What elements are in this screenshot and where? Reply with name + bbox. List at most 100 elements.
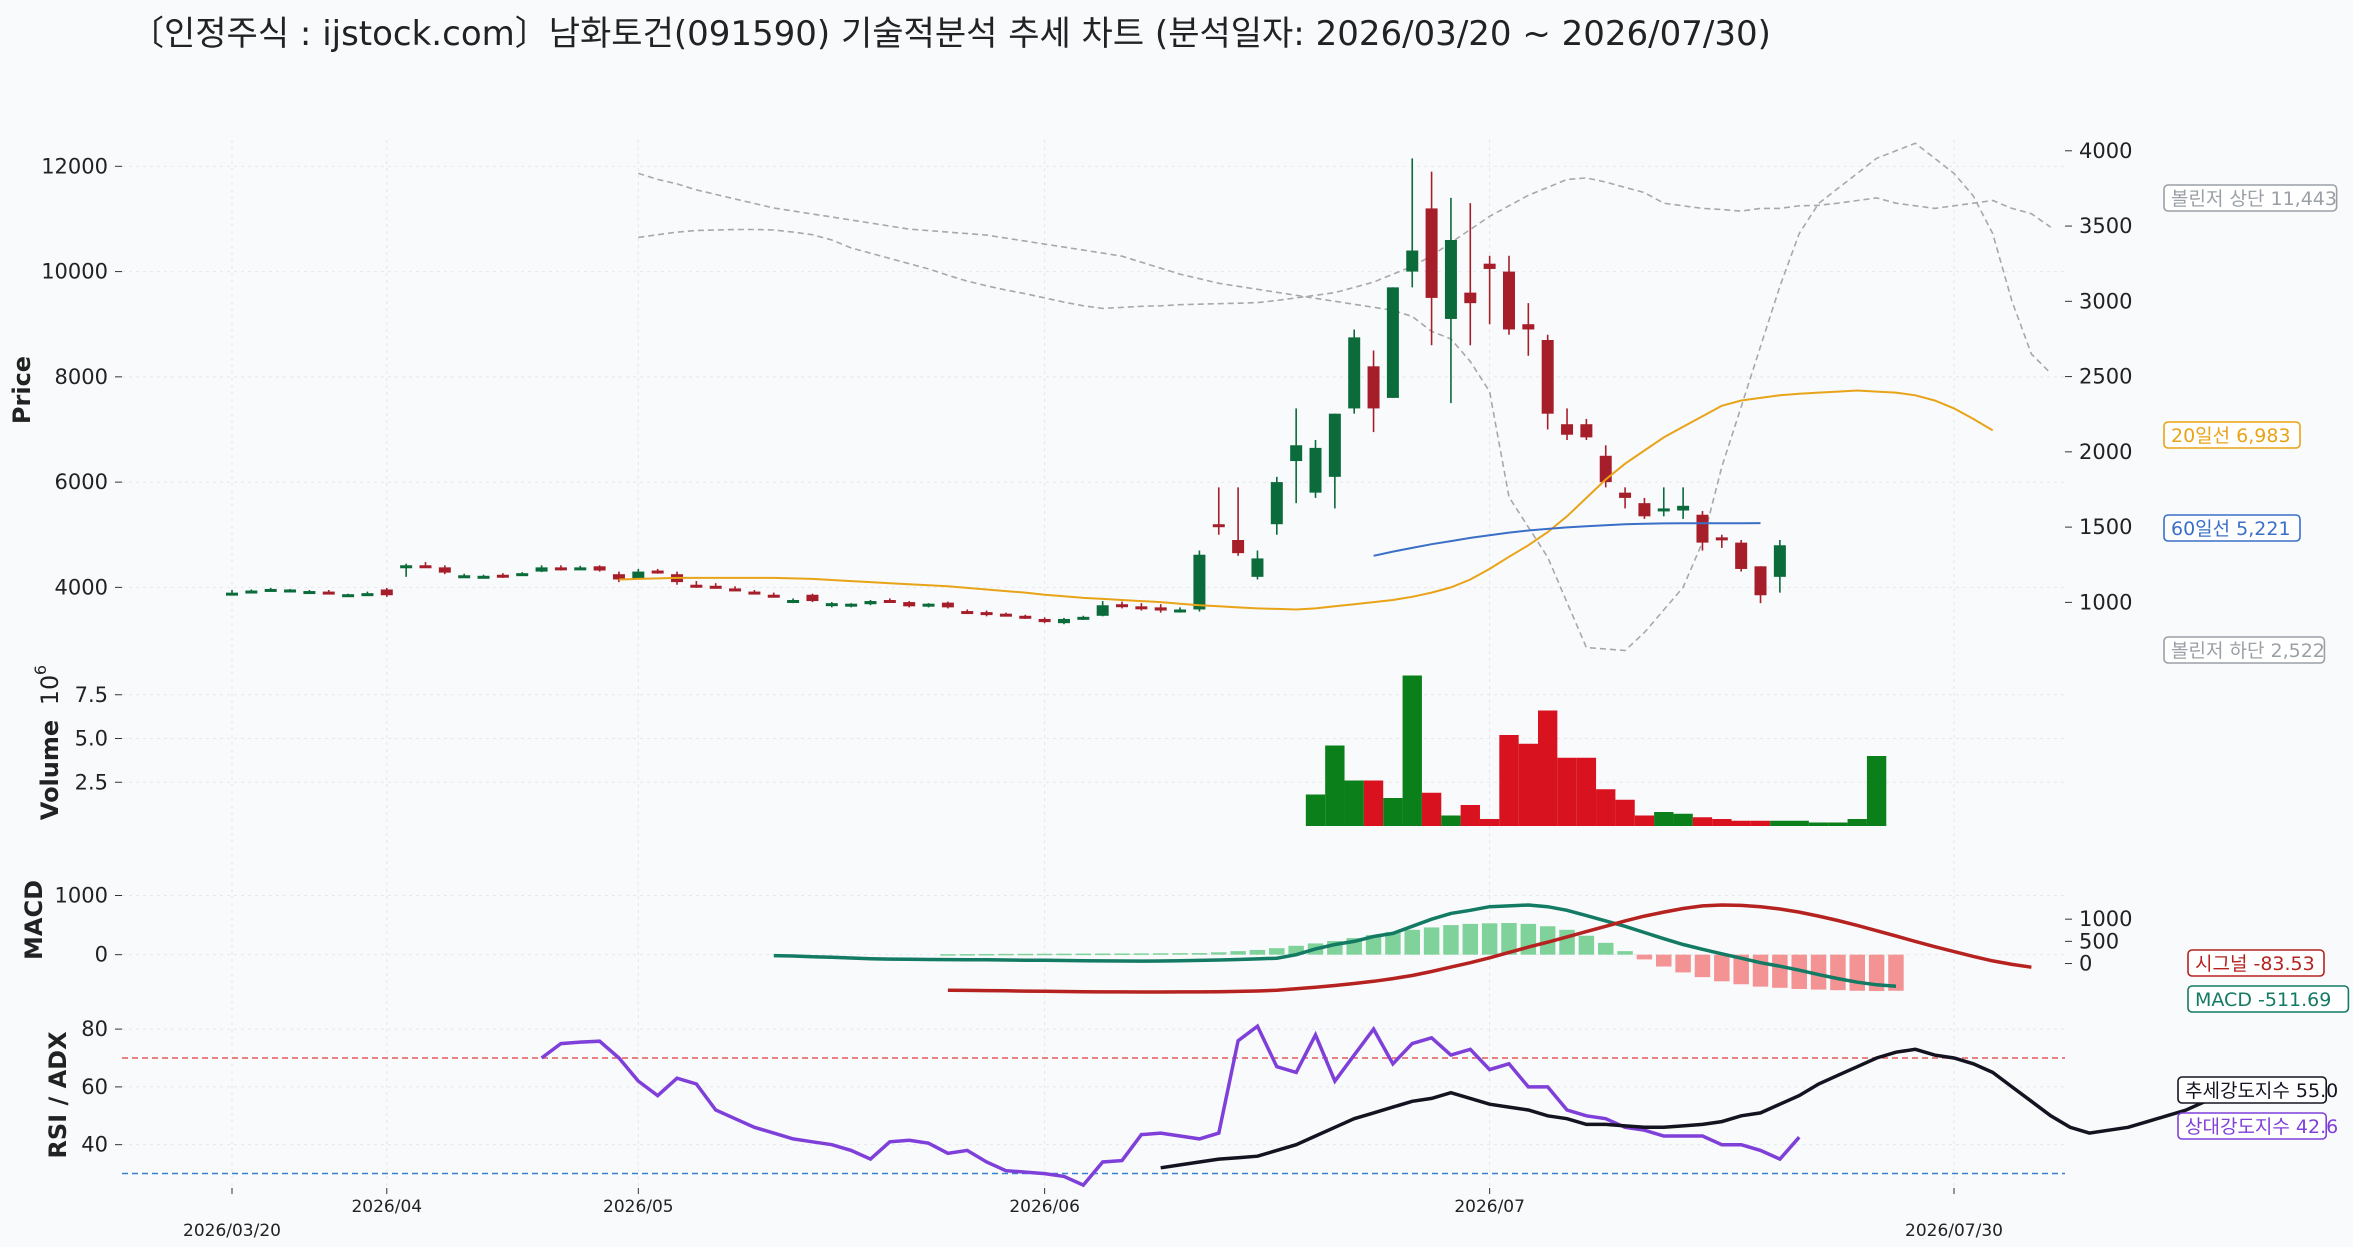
macd-histogram-bar xyxy=(1578,935,1595,955)
macd-histogram-bar xyxy=(1172,953,1188,955)
ma20-line xyxy=(618,389,1994,611)
candle-body xyxy=(1754,566,1767,596)
candle-body xyxy=(1502,271,1515,330)
candle-body xyxy=(496,574,509,578)
candle-body xyxy=(1251,558,1264,577)
candle-body xyxy=(419,565,432,569)
candle-body xyxy=(1290,445,1303,462)
ma60-line xyxy=(1373,522,1761,557)
candle-body xyxy=(1116,604,1129,608)
macd-tick-label: 1000 xyxy=(55,884,108,908)
macd-label: MACD -511.69 xyxy=(2195,989,2331,1011)
volume-bar xyxy=(1596,789,1616,826)
candle-body xyxy=(1270,482,1283,525)
price-tick-label: 10000 xyxy=(41,260,108,284)
candle-body xyxy=(903,602,916,607)
volume-exponent-base: 10 xyxy=(36,675,64,706)
volume-tick-label: 2.5 xyxy=(75,770,108,794)
candle-body xyxy=(632,571,645,580)
candle-body xyxy=(380,589,393,596)
candle-body xyxy=(1174,609,1187,613)
volume-bar xyxy=(1750,820,1771,826)
candle-body xyxy=(1444,240,1457,319)
rsi-tick-label: 80 xyxy=(81,1017,108,1041)
macd-histogram-bar xyxy=(1249,949,1266,955)
candle-body xyxy=(651,570,664,574)
candle-body xyxy=(400,565,413,569)
candle-body xyxy=(883,600,896,603)
volume-bar xyxy=(1383,798,1403,826)
candle-body xyxy=(554,567,567,571)
macd-label-box xyxy=(2187,985,2350,1013)
macd-histogram-bar xyxy=(1849,954,1865,991)
candle-body xyxy=(1328,413,1341,477)
macd-histogram-bar xyxy=(1133,953,1150,955)
chart-title: 〔인정주식 : ijstock.com〕남화토건(091590) 기술적분석 추… xyxy=(130,14,1771,54)
signal-line xyxy=(947,903,2032,994)
volume-bar xyxy=(1692,817,1713,826)
candle-body xyxy=(322,591,335,595)
rsi-line xyxy=(540,1023,1801,1188)
x-tick-label: 2026/07/30 xyxy=(1905,1221,2003,1241)
macd-histogram-bar xyxy=(1288,945,1304,955)
bollinger-upper-label-box xyxy=(2163,184,2338,212)
candle-body xyxy=(1619,492,1632,498)
x-tick-label: 2026/05 xyxy=(603,1197,674,1217)
macd-right-tick-label: 500 xyxy=(2079,929,2119,953)
volume-exponent: 6 xyxy=(31,665,50,675)
bollinger-upper-label: 볼린저 상단 11,443 xyxy=(2171,188,2337,210)
candle-body xyxy=(612,574,625,580)
candle-body xyxy=(1425,208,1438,298)
volume-bars xyxy=(1305,675,1887,826)
rsi-label-box xyxy=(2177,1112,2327,1140)
candle-body xyxy=(922,603,935,607)
candle-body xyxy=(1348,337,1361,409)
rsi-tick-label: 60 xyxy=(81,1075,108,1099)
macd-histogram-bar xyxy=(1114,953,1130,955)
bollinger-lower-label-box xyxy=(2163,636,2326,664)
candle-body xyxy=(1715,537,1728,541)
macd-histogram-bar xyxy=(1810,954,1827,990)
ma20-label: 20일선 6,983 xyxy=(2171,425,2291,447)
candle-body xyxy=(1773,545,1786,577)
volume-axis-label: Volume xyxy=(36,720,64,820)
candle-body xyxy=(1077,616,1090,620)
volume-bar xyxy=(1421,792,1442,826)
candle-body xyxy=(1580,424,1593,438)
price-tick-label: 6000 xyxy=(55,470,108,494)
bollinger-lower-line xyxy=(638,142,2052,652)
candlesticks xyxy=(226,158,1786,625)
macd-histogram-bar xyxy=(1636,954,1653,960)
rsi-tick-label: 40 xyxy=(81,1133,108,1157)
right-tick-label: 1500 xyxy=(2079,515,2132,539)
axes: 4000600080001000012000100015002000250030… xyxy=(8,139,2132,1241)
macd-histogram-bar xyxy=(1733,954,1749,985)
ma20-label-box xyxy=(2163,421,2301,449)
right-tick-label: 1000 xyxy=(2079,590,2132,614)
candle-body xyxy=(245,590,258,594)
macd-histogram-bar xyxy=(1752,954,1769,987)
right-tick-label: 3500 xyxy=(2079,214,2132,238)
volume-bar xyxy=(1576,757,1597,826)
candle-body xyxy=(574,567,587,571)
candle-body xyxy=(1696,514,1709,543)
macd-histogram-bar xyxy=(1443,925,1459,955)
macd-histogram-bar xyxy=(1017,953,1034,956)
macd-histogram-bar xyxy=(1501,923,1517,955)
macd-panel xyxy=(773,903,2032,994)
macd-histogram-bar xyxy=(1714,954,1730,982)
candle-body xyxy=(961,611,974,615)
adx-label-box xyxy=(2177,1076,2327,1104)
volume-bar xyxy=(1789,820,1809,826)
candle-body xyxy=(999,613,1012,617)
candle-body xyxy=(342,594,355,598)
macd-histogram-bar xyxy=(1365,935,1382,955)
macd-histogram-bar xyxy=(1772,954,1788,988)
macd-histogram-bar xyxy=(1056,953,1072,956)
macd-histogram-bar xyxy=(1075,953,1092,956)
price-tick-label: 8000 xyxy=(55,365,108,389)
signal-label: 시그널 -83.53 xyxy=(2195,953,2315,975)
volume-bar xyxy=(1673,813,1693,826)
macd-histogram-bar xyxy=(1675,954,1691,973)
candle-body xyxy=(1154,607,1167,611)
